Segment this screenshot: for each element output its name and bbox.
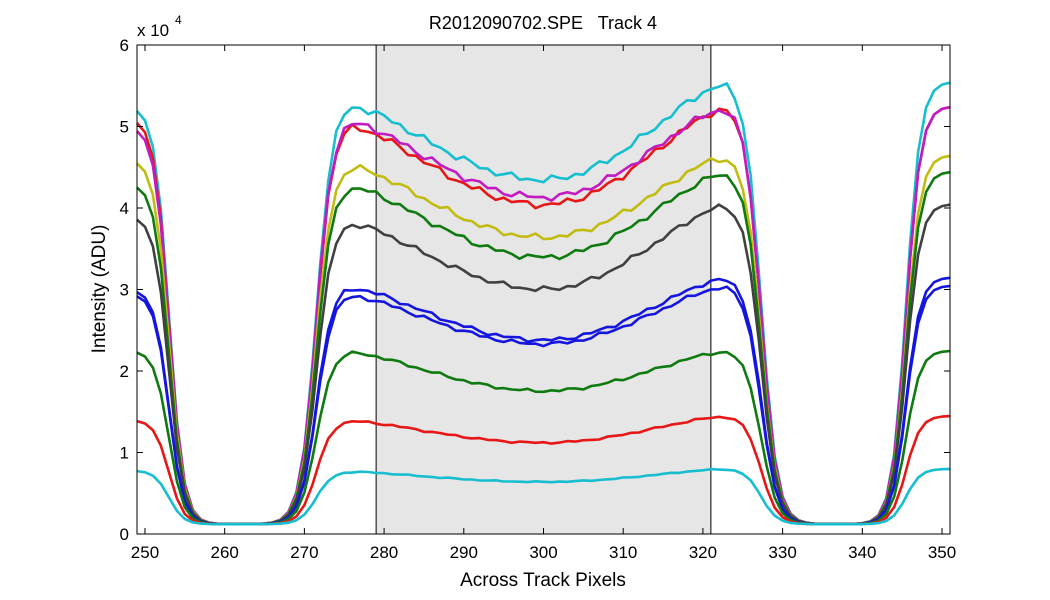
y-exponent-power: 4 <box>175 13 182 27</box>
y-tick-label: 2 <box>120 362 129 381</box>
y-tick-label: 6 <box>120 36 129 55</box>
x-tick-label: 300 <box>529 543 557 562</box>
y-tick-label: 4 <box>120 199 129 218</box>
x-tick-label: 330 <box>768 543 796 562</box>
y-tick-label: 3 <box>120 281 129 300</box>
x-tick-label: 310 <box>609 543 637 562</box>
series-line-cyan-bottom <box>136 467 951 526</box>
x-axis-label: Across Track Pixels <box>460 570 626 591</box>
y-axis-label: Intensity (ADU) <box>89 225 110 354</box>
x-tick-label: 270 <box>290 543 318 562</box>
y-exponent-base: x 10 <box>137 21 169 40</box>
y-tick-label: 5 <box>120 118 129 137</box>
y-tick-label: 1 <box>120 444 129 463</box>
y-tick-label: 0 <box>120 525 129 544</box>
shaded-region <box>376 45 711 534</box>
x-tick-label: 260 <box>210 543 238 562</box>
x-tick-label: 350 <box>928 543 956 562</box>
x-tick-label: 250 <box>131 543 159 562</box>
x-tick-label: 290 <box>450 543 478 562</box>
chart-title: R2012090702.SPE Track 4 <box>429 13 657 33</box>
x-tick-label: 320 <box>689 543 717 562</box>
x-tick-label: 340 <box>848 543 876 562</box>
x-tick-label: 280 <box>370 543 398 562</box>
